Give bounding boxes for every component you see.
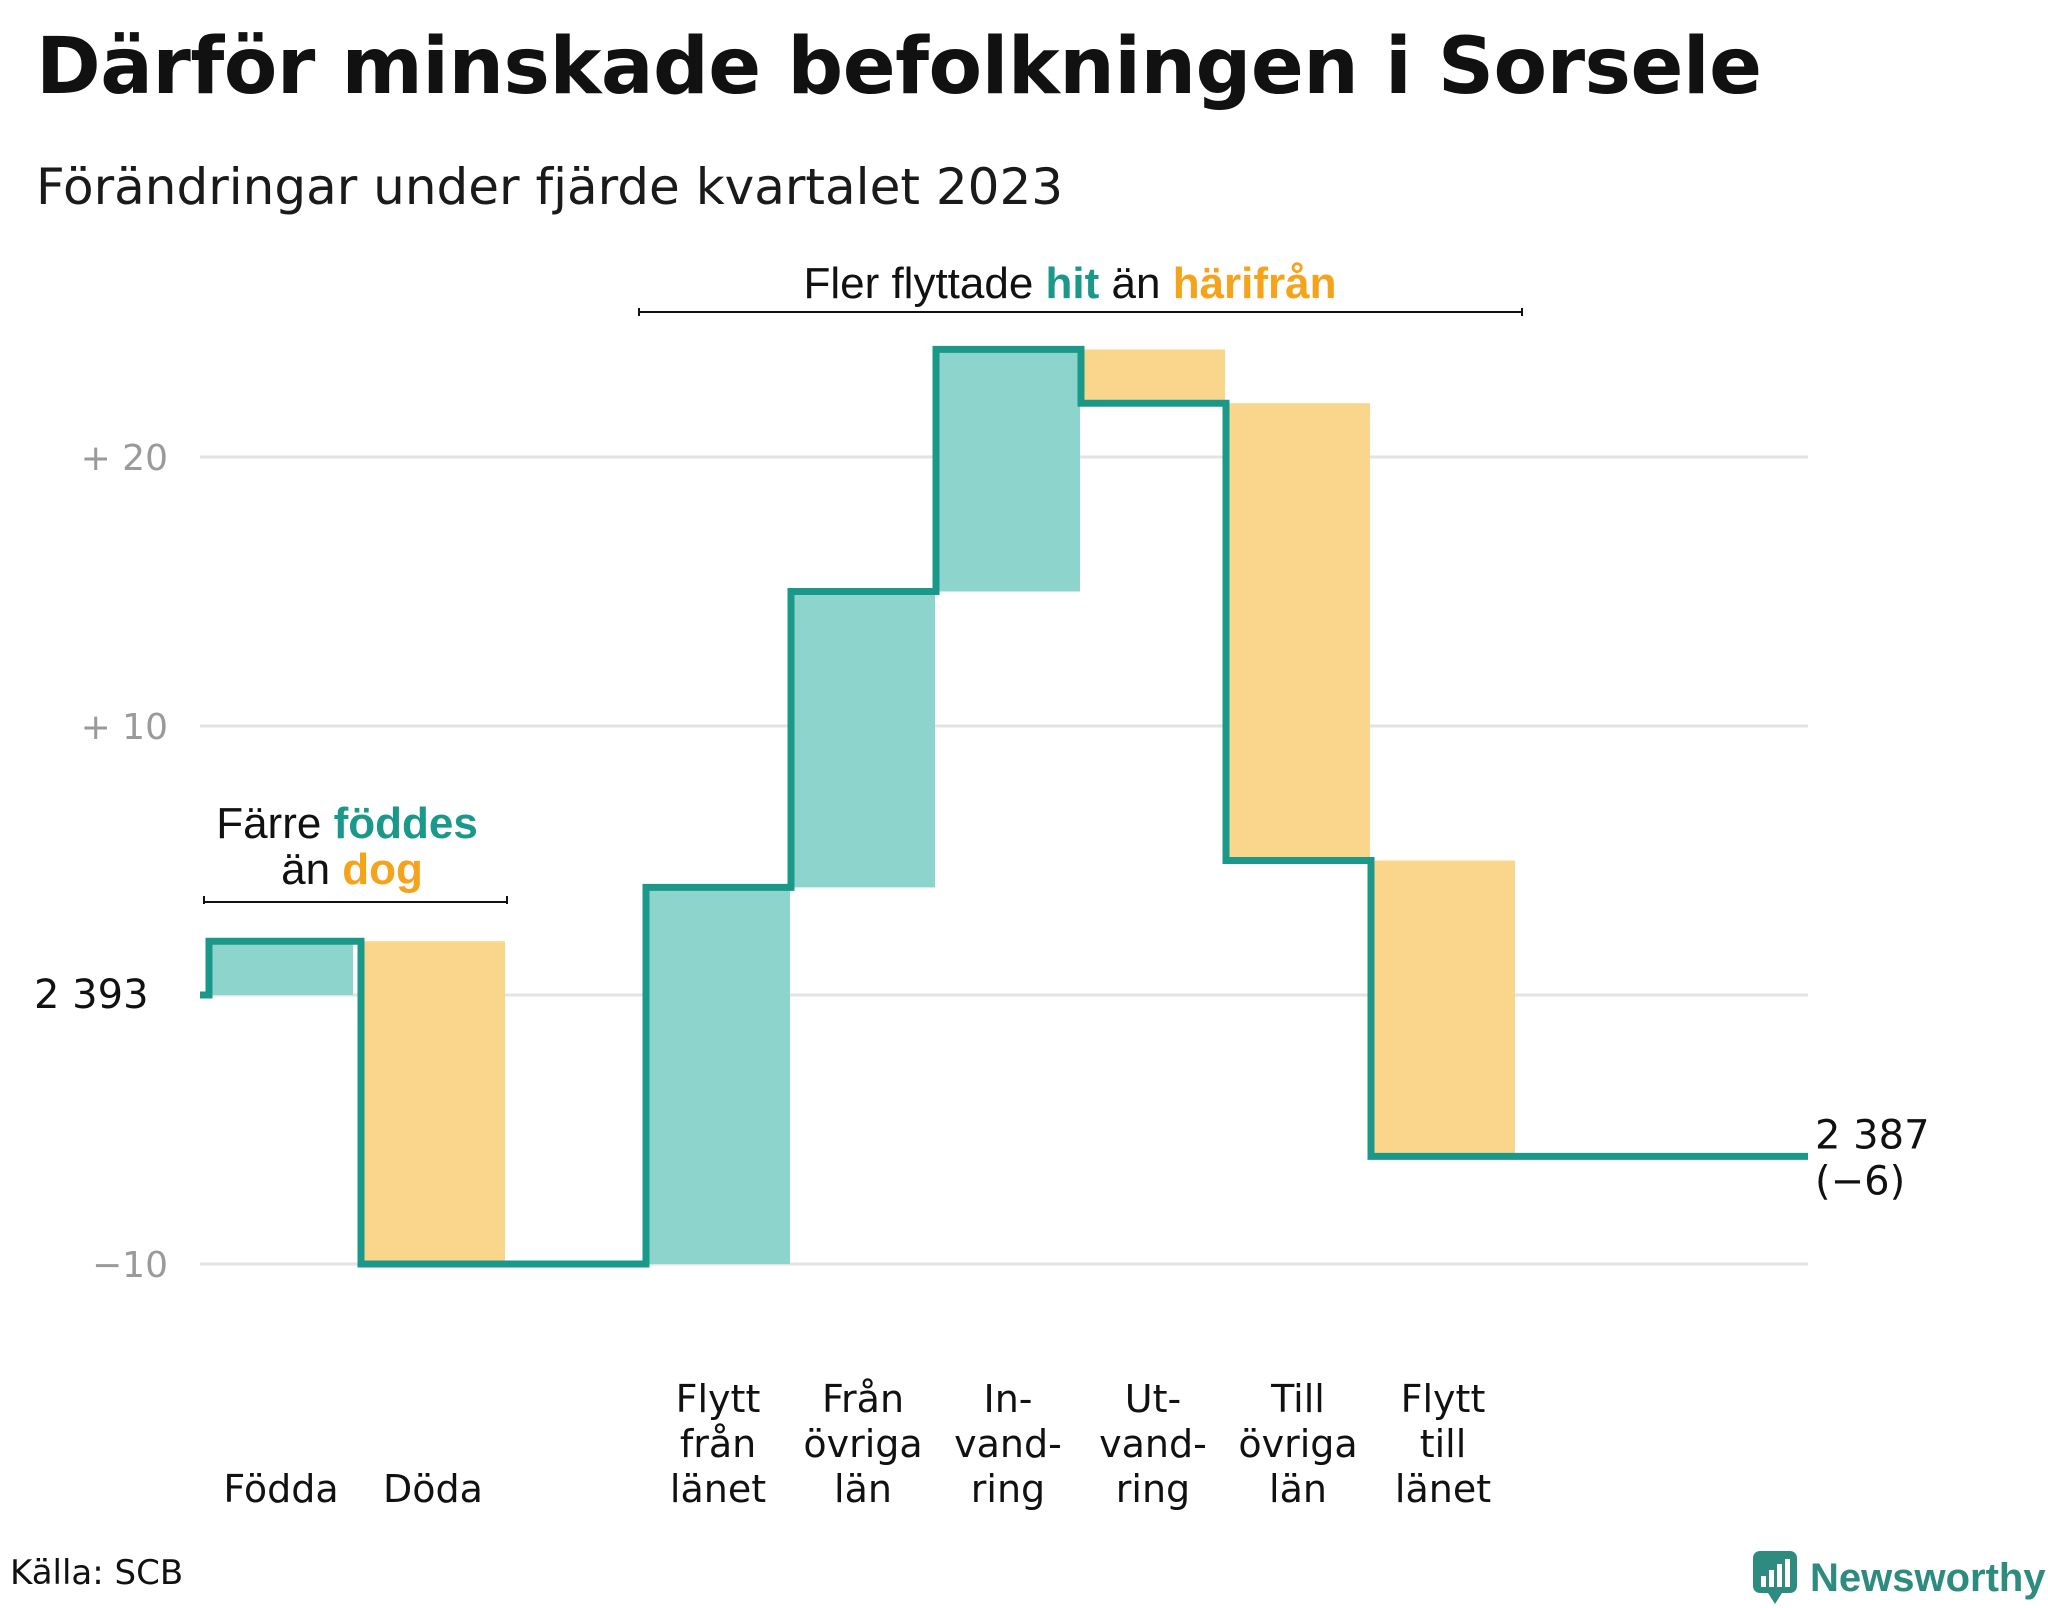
- category-label: länet: [670, 1467, 766, 1511]
- y-tick-label: −10: [92, 1245, 168, 1286]
- waterfall-bar: [361, 941, 505, 1264]
- waterfall-bar: [646, 887, 790, 1264]
- waterfall-bar: [936, 349, 1080, 592]
- end-value-label: 2 387: [1815, 1112, 1930, 1158]
- category-label: vand-: [1099, 1422, 1207, 1466]
- category-label: Flytt: [1401, 1377, 1486, 1421]
- waterfall-bar: [1371, 860, 1515, 1157]
- source-note: Källa: SCB: [10, 1553, 184, 1593]
- category-label: Ut-: [1125, 1377, 1181, 1421]
- y-tick-label: + 10: [81, 707, 168, 748]
- category-label: Flytt: [676, 1377, 761, 1421]
- category-label: Till: [1270, 1377, 1325, 1421]
- category-label: ring: [1116, 1467, 1190, 1511]
- annotation-migration: Fler flyttade hit än härifrån: [803, 259, 1336, 308]
- category-label: län: [834, 1467, 892, 1511]
- waterfall-bar: [1226, 403, 1370, 861]
- category-label: från: [680, 1422, 756, 1466]
- chart-subtitle: Förändringar under fjärde kvartalet 2023: [36, 158, 1064, 216]
- waterfall-bar: [791, 591, 935, 888]
- y-tick-label: + 20: [81, 438, 168, 479]
- category-label: In-: [983, 1377, 1032, 1421]
- brand-name: Newsworthy: [1810, 1555, 2046, 1600]
- start-value-label: 2 393: [34, 972, 149, 1018]
- waterfall-bar: [209, 941, 353, 995]
- end-change-label: (−6): [1815, 1158, 1905, 1204]
- category-label: Från: [822, 1377, 904, 1421]
- category-label: vand-: [954, 1422, 1062, 1466]
- category-label: till: [1420, 1422, 1467, 1466]
- category-label: Döda: [383, 1467, 483, 1511]
- category-label: länet: [1395, 1467, 1491, 1511]
- waterfall-bar: [1081, 349, 1225, 404]
- category-label: övriga: [803, 1422, 922, 1466]
- chart-title: Därför minskade befolkningen i Sorsele: [36, 22, 1762, 112]
- annotation-natural-bracket: [203, 896, 508, 904]
- category-label: övriga: [1238, 1422, 1357, 1466]
- newsworthy-logo-icon: [1753, 1551, 1797, 1604]
- category-label: län: [1269, 1467, 1327, 1511]
- annotation-natural-line1: Färre föddes: [216, 799, 478, 848]
- category-label: Födda: [223, 1467, 338, 1511]
- brand-logo: Newsworthy: [1752, 1548, 2046, 1608]
- bars: [209, 349, 1515, 1264]
- cumulative-line: [200, 345, 1808, 1268]
- annotation-migration-bracket: [638, 308, 1523, 316]
- cumulative-step-line: [200, 345, 1808, 1268]
- annotation-natural-line2: än dog: [281, 845, 423, 894]
- category-label: ring: [971, 1467, 1045, 1511]
